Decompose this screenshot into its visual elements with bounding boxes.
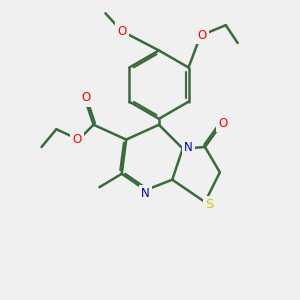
Text: O: O	[73, 133, 82, 146]
Text: N: N	[141, 187, 150, 200]
Text: S: S	[205, 198, 214, 211]
Text: O: O	[82, 92, 91, 104]
Text: O: O	[218, 117, 227, 130]
Text: N: N	[184, 140, 192, 154]
Text: O: O	[196, 29, 205, 42]
Text: O: O	[117, 25, 126, 38]
Text: O: O	[117, 25, 126, 38]
Text: O: O	[197, 29, 207, 42]
